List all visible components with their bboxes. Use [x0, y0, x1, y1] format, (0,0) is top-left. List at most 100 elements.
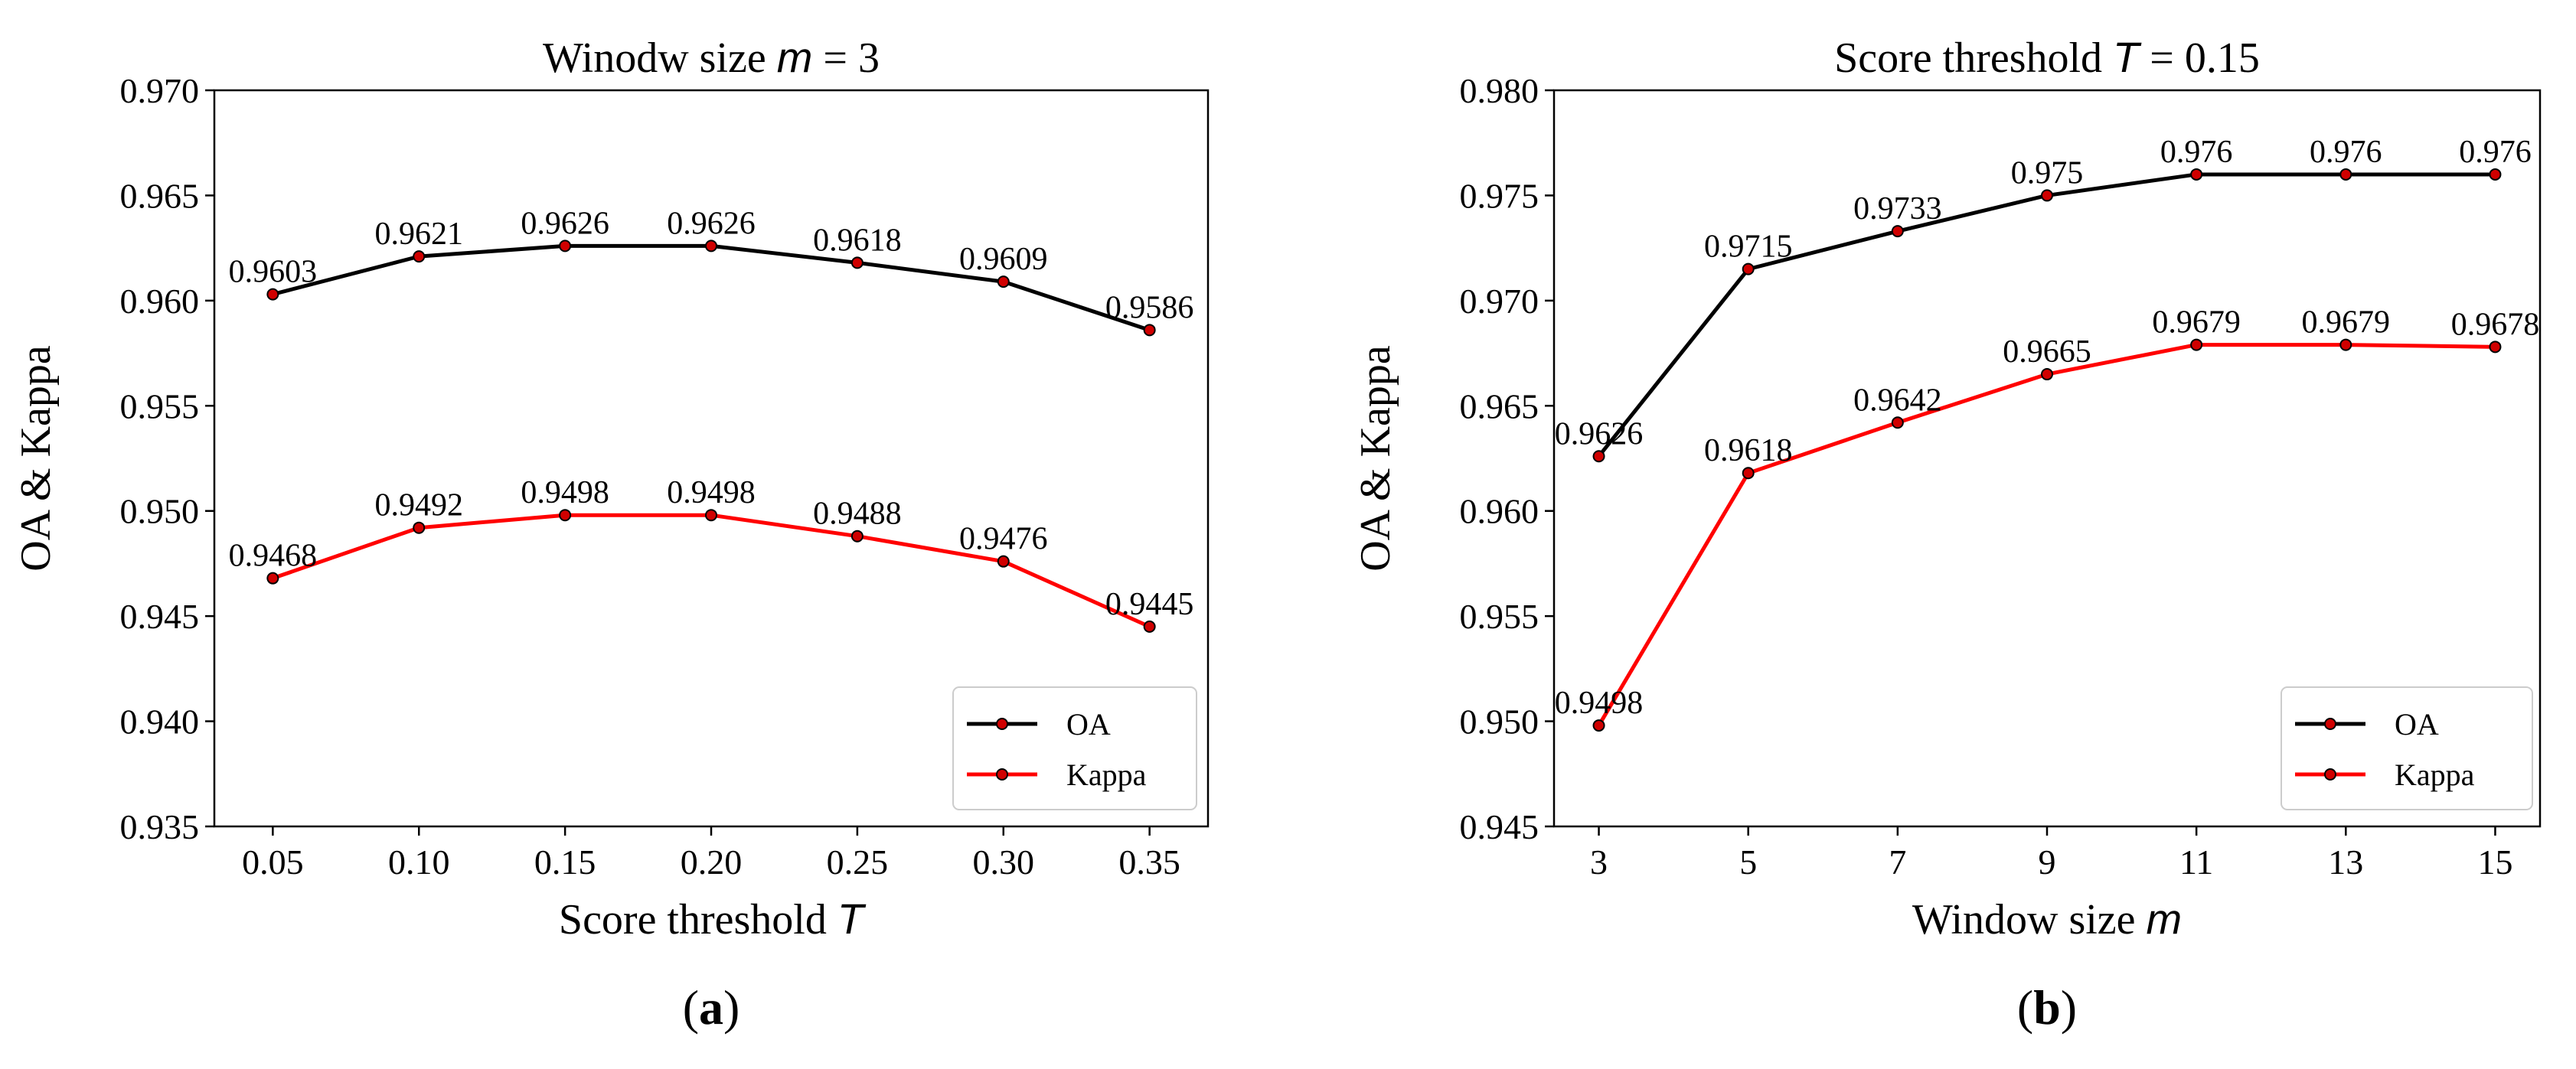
- chart-title: Winodw size m = 3: [543, 33, 880, 82]
- data-point-oa: [1592, 450, 1605, 463]
- data-label-kappa: 0.9618: [1704, 433, 1793, 468]
- y-tick-label: 0.965: [1460, 386, 1539, 425]
- data-label-oa: 0.976: [2160, 135, 2233, 170]
- x-axis-label-variable: T: [837, 895, 867, 943]
- x-tick-label: 7: [1889, 842, 1906, 882]
- y-tick-label: 0.975: [1460, 176, 1539, 215]
- x-tick-label: 0.05: [242, 842, 304, 882]
- data-point-kappa: [413, 521, 426, 534]
- legend-marker-oa: [996, 718, 1008, 730]
- y-tick-label: 0.960: [120, 282, 200, 321]
- data-point-kappa: [559, 509, 572, 522]
- data-label-oa: 0.9626: [1555, 416, 1644, 451]
- chart-title-value: = 0.15: [2139, 34, 2260, 82]
- data-label-oa: 0.976: [2310, 135, 2382, 170]
- data-point-oa: [2489, 168, 2502, 181]
- x-tick-label: 0.10: [388, 842, 450, 882]
- chart-title-text: Winodw size: [543, 34, 777, 82]
- y-tick-label: 0.955: [120, 386, 200, 425]
- data-point-kappa: [1592, 719, 1605, 732]
- legend-label-oa: OA: [1066, 707, 1111, 741]
- y-tick-label: 0.945: [120, 597, 200, 636]
- data-point-oa: [413, 250, 426, 263]
- data-point-oa: [2190, 168, 2203, 181]
- chart-panel-b: 0.945 0.950 0.955 0.960 0.965 0.970 0.975 0.980…: [1352, 33, 2542, 1035]
- data-label-oa: 0.9626: [667, 206, 756, 241]
- y-tick-label: 0.960: [1460, 492, 1539, 531]
- data-point-kappa: [2489, 341, 2502, 354]
- chart-title-variable: T: [2113, 33, 2142, 81]
- x-axis-label-text: Score threshold: [559, 896, 837, 944]
- x-tick-label: 0.15: [534, 842, 596, 882]
- panel-label-open: (: [2017, 980, 2033, 1035]
- x-tick-label: 9: [2039, 842, 2056, 882]
- data-point-kappa: [2339, 338, 2352, 351]
- y-axis-label: OA & Kappa: [1352, 345, 1399, 572]
- data-label-kappa: 0.9678: [2451, 307, 2540, 342]
- x-axis-label: Score threshold T: [559, 895, 867, 944]
- y-tick-label: 0.935: [120, 807, 200, 846]
- legend: OA Kappa: [952, 686, 1197, 810]
- y-tick-label: 0.950: [120, 492, 200, 531]
- data-point-oa: [851, 256, 864, 269]
- legend-box: [952, 686, 1197, 810]
- panel-label: (a): [683, 980, 740, 1035]
- panel-label-close: ): [2061, 980, 2077, 1035]
- x-tick-label: 15: [2477, 842, 2512, 882]
- data-point-oa: [266, 288, 279, 301]
- data-label-kappa: 0.9488: [813, 497, 902, 532]
- data-point-oa: [559, 240, 572, 253]
- x-tick-label: 0.20: [681, 842, 743, 882]
- chart-title-text: Score threshold: [1834, 34, 2113, 82]
- data-label-oa: 0.976: [2459, 135, 2532, 170]
- data-label-kappa: 0.9492: [374, 488, 463, 523]
- data-label-kappa: 0.9445: [1105, 587, 1194, 622]
- data-label-kappa: 0.9476: [959, 522, 1048, 557]
- legend-marker-oa: [2324, 718, 2336, 730]
- x-axis-label: Window size m: [1912, 895, 2182, 944]
- x-tick-label: 5: [1739, 842, 1757, 882]
- data-label-kappa: 0.9498: [667, 475, 756, 510]
- data-label-oa: 0.9621: [374, 217, 463, 252]
- y-tick-label: 0.945: [1460, 807, 1539, 846]
- data-label-oa: 0.9618: [813, 223, 902, 258]
- x-tick-label: 3: [1590, 842, 1608, 882]
- legend-label-oa: OA: [2395, 707, 2439, 741]
- y-tick-label: 0.940: [120, 702, 200, 741]
- chart-title: Score threshold T = 0.15: [1834, 33, 2260, 82]
- x-tick-label: 13: [2328, 842, 2363, 882]
- data-point-kappa: [997, 555, 1010, 568]
- chart-title-variable: m: [777, 33, 813, 81]
- panel-label: (b): [2017, 980, 2077, 1035]
- panel-label-open: (: [683, 980, 699, 1035]
- legend: OA Kappa: [2281, 686, 2533, 810]
- data-label-oa: 0.9733: [1853, 191, 1942, 227]
- data-label-kappa: 0.9665: [2003, 334, 2091, 370]
- data-label-kappa: 0.9679: [2302, 305, 2391, 341]
- data-point-kappa: [1891, 416, 1904, 429]
- data-label-kappa: 0.9498: [521, 475, 609, 510]
- legend-label-kappa: Kappa: [1066, 758, 1147, 792]
- y-tick-label: 0.970: [120, 71, 200, 110]
- data-point-kappa: [1742, 467, 1755, 480]
- data-point-oa: [2041, 189, 2053, 202]
- data-point-kappa: [266, 572, 279, 585]
- data-point-kappa: [2041, 368, 2053, 381]
- panel-label-letter: b: [2033, 980, 2061, 1035]
- data-label-oa: 0.9715: [1704, 230, 1793, 265]
- x-axis-label-text: Window size: [1912, 896, 2147, 944]
- data-label-kappa: 0.9642: [1853, 383, 1942, 418]
- y-tick-label: 0.980: [1460, 71, 1539, 110]
- y-tick-label: 0.950: [1460, 702, 1539, 741]
- y-tick-label: 0.955: [1460, 597, 1539, 636]
- data-label-oa: 0.9586: [1105, 290, 1194, 325]
- x-tick-label: 0.25: [827, 842, 889, 882]
- y-tick-label: 0.970: [1460, 282, 1539, 321]
- x-axis-label-variable: m: [2147, 895, 2183, 943]
- panel-label-letter: a: [699, 980, 723, 1035]
- x-tick-label: 11: [2179, 842, 2213, 882]
- data-label-kappa: 0.9468: [229, 539, 318, 574]
- data-label-kappa: 0.9498: [1555, 686, 1644, 721]
- legend-marker-kappa: [2324, 768, 2336, 781]
